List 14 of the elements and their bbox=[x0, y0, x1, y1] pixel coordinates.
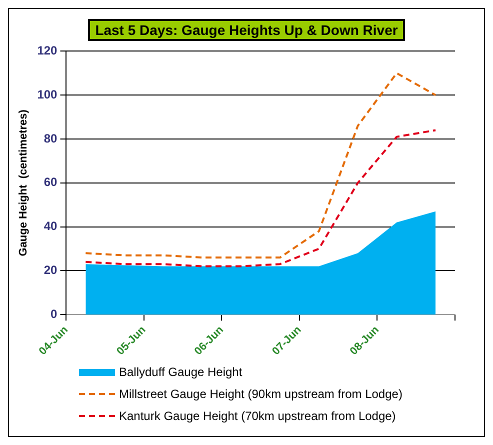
y-tick-label: 100 bbox=[37, 87, 58, 102]
chart-title: Last 5 Days: Gauge Heights Up & Down River bbox=[88, 19, 405, 41]
y-tick-label: 60 bbox=[44, 175, 58, 190]
y-axis-title: Gauge Height (centimetres) bbox=[18, 109, 30, 256]
y-tick-label: 120 bbox=[37, 44, 58, 58]
y-tick-label: 0 bbox=[50, 306, 58, 321]
line-series bbox=[84, 129, 437, 268]
legend-label: Kanturk Gauge Height (70km upstream from Lodge) bbox=[119, 409, 396, 423]
legend-label: Ballyduff Gauge Height bbox=[119, 365, 242, 379]
line-series bbox=[84, 72, 437, 259]
legend-label: Millstreet Gauge Height (90km upstream from Lodge) bbox=[119, 387, 402, 401]
y-tick-label: 20 bbox=[44, 263, 58, 278]
y-tick-label: 80 bbox=[44, 131, 58, 146]
y-tick-label: 40 bbox=[44, 219, 58, 234]
